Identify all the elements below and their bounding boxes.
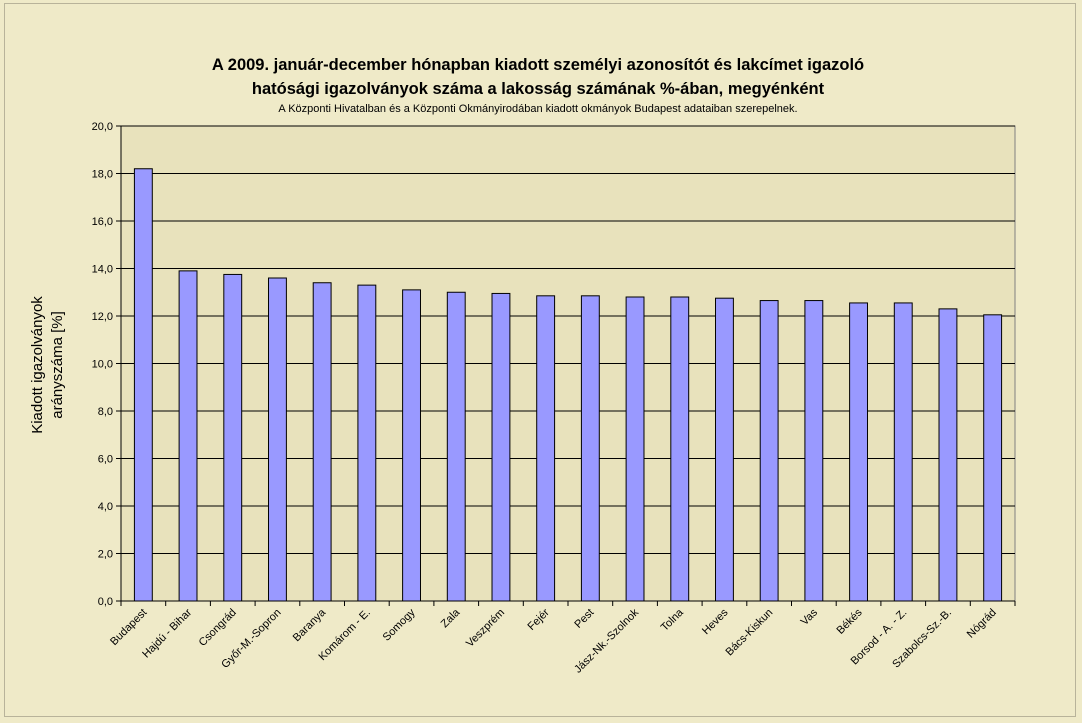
y-tick-label: 20,0: [92, 121, 113, 133]
bar-6: [357, 284, 377, 602]
bar-9: [491, 292, 511, 602]
y-tick-label: 0,0: [98, 596, 113, 608]
y-tick-label: 10,0: [92, 359, 113, 371]
y-tick-label: 14,0: [92, 264, 113, 276]
plot-area: 0,0 2,0 4,0 6,0 8,0 10,0 12,0 14,0 16,0 18,0 20,0 B…: [92, 121, 1016, 676]
bar-7: [402, 289, 421, 602]
bar-12: [625, 296, 645, 602]
y-axis-label-line-2: arányszáma [%]: [49, 311, 66, 419]
x-tick-label: Fejér: [526, 606, 552, 632]
bar-14: [715, 297, 734, 602]
y-tick-label: 2,0: [98, 549, 113, 561]
x-tick-label: Vas: [799, 606, 821, 628]
chart-title-line-1: A 2009. január-december hónapban kiadott…: [212, 56, 864, 74]
x-tick-label: Heves: [700, 606, 731, 637]
x-tick-label: Budapest: [108, 607, 149, 648]
y-tick-label: 6,0: [98, 454, 113, 466]
x-tick-label: Nógrád: [965, 607, 999, 641]
bar-18: [893, 302, 913, 602]
bar-20: [983, 314, 1003, 602]
y-tick-label: 8,0: [98, 406, 113, 418]
x-tick-label: Veszprém: [464, 607, 507, 650]
bar-15: [759, 300, 779, 602]
chart-subtitle: A Központi Hivatalban és a Központi Okmá…: [278, 103, 797, 115]
bar-10: [536, 295, 556, 602]
x-tick-label: Baranya: [291, 606, 329, 644]
bar-17: [849, 302, 868, 602]
y-axis-label-line-1: Kiadott igazolványok: [29, 296, 46, 434]
x-tick-label: Csongrád: [197, 607, 239, 649]
x-tick-label: Békés: [835, 606, 865, 636]
x-tick-label: Zala: [439, 606, 463, 630]
chart-frame: [4, 3, 1076, 717]
bar-19: [938, 308, 958, 602]
x-tick-label: Somogy: [381, 606, 418, 643]
bar-4: [268, 277, 287, 602]
bar-11: [580, 295, 600, 602]
y-tick-label: 12,0: [92, 311, 113, 323]
x-tick-label: Bács-Kiskun: [724, 607, 776, 659]
bar-16: [804, 300, 824, 602]
chart-title-line-2: hatósági igazolványok száma a lakosság s…: [252, 80, 825, 98]
bar-13: [670, 296, 690, 602]
bar-8: [446, 291, 466, 602]
y-tick-label: 4,0: [98, 501, 113, 513]
x-tick-label: Pest: [572, 607, 596, 631]
bar-1: [133, 168, 153, 602]
x-tick-label: Tolna: [659, 606, 687, 634]
bar-5: [312, 282, 332, 602]
bar-3: [223, 273, 243, 602]
y-tick-label: 18,0: [92, 169, 113, 181]
bar-2: [178, 270, 198, 602]
y-tick-label: 16,0: [92, 216, 113, 228]
